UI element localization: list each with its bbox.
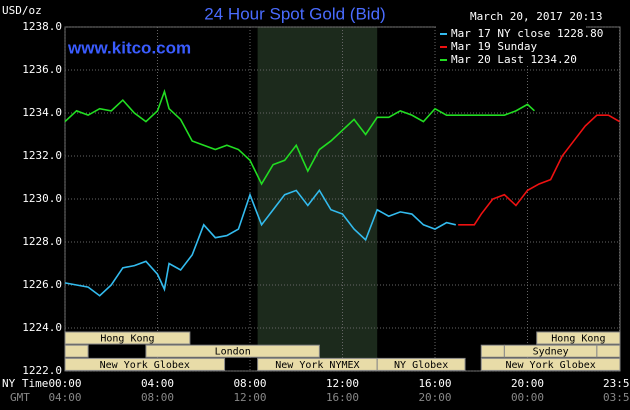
x2-tick-label: 20:00 <box>418 391 451 404</box>
x-tick-label: 20:00 <box>511 377 544 390</box>
session-bar <box>64 344 89 358</box>
session-label: Hong Kong <box>551 334 605 345</box>
x2-tick-label: 16:00 <box>326 391 359 404</box>
y-tick-label: 1236.0 <box>22 63 62 76</box>
series-line <box>64 88 535 186</box>
x-tick-label: 16:00 <box>418 377 451 390</box>
session-bar <box>596 344 621 358</box>
y-tick-label: 1224.0 <box>22 321 62 334</box>
y-tick-label: 1238.0 <box>22 20 62 33</box>
watermark: www.kitco.com <box>67 38 191 57</box>
session-bar <box>480 357 621 371</box>
y-axis-label: USD/oz <box>2 4 42 17</box>
x2-tick-label: 12:00 <box>233 391 266 404</box>
session-bar <box>64 331 191 345</box>
session-bar <box>480 344 505 358</box>
session-label: Hong Kong <box>100 334 154 345</box>
x-tick-label: 08:00 <box>233 377 266 390</box>
session-bar <box>376 357 466 371</box>
x2-axis-label: GMT <box>10 391 30 404</box>
x2-tick-label: 03:59 <box>603 391 630 404</box>
legend-entry: Mar 19 Sunday <box>451 40 537 53</box>
x2-tick-label: 08:00 <box>141 391 174 404</box>
session-bar <box>145 344 320 358</box>
session-label: London <box>215 347 251 358</box>
x-tick-label: 12:00 <box>326 377 359 390</box>
session-label: New York NYMEX <box>275 360 359 371</box>
y-tick-label: 1232.0 <box>22 149 62 162</box>
y-tick-label: 1222.0 <box>22 364 62 377</box>
subtitle: March 20, 2017 20:13 <box>470 10 602 23</box>
legend-entry: Mar 17 NY close 1228.80 <box>451 27 603 40</box>
session-label: Sydney <box>533 347 569 358</box>
session-bar <box>64 357 226 371</box>
x-tick-label: 23:59 <box>603 377 630 390</box>
y-tick-label: 1234.0 <box>22 106 62 119</box>
x-axis-label: NY Time <box>2 377 48 390</box>
legend-entry: Mar 20 Last 1234.20 <box>451 53 577 66</box>
x2-tick-label: 04:00 <box>48 391 81 404</box>
y-tick-label: 1230.0 <box>22 192 62 205</box>
legend-box <box>436 26 586 66</box>
session-label: New York Globex <box>100 360 190 371</box>
x-tick-label: 00:00 <box>48 377 81 390</box>
y-tick-label: 1226.0 <box>22 278 62 291</box>
session-label: New York Globex <box>505 360 595 371</box>
x2-tick-label: 00:00 <box>511 391 544 404</box>
y-tick-label: 1228.0 <box>22 235 62 248</box>
series-line <box>458 114 620 226</box>
chart-title: 24 Hour Spot Gold (Bid) <box>204 4 385 23</box>
session-bar <box>536 331 621 345</box>
x-tick-label: 04:00 <box>141 377 174 390</box>
series-line <box>64 188 456 297</box>
session-label: NY Globex <box>394 360 448 371</box>
